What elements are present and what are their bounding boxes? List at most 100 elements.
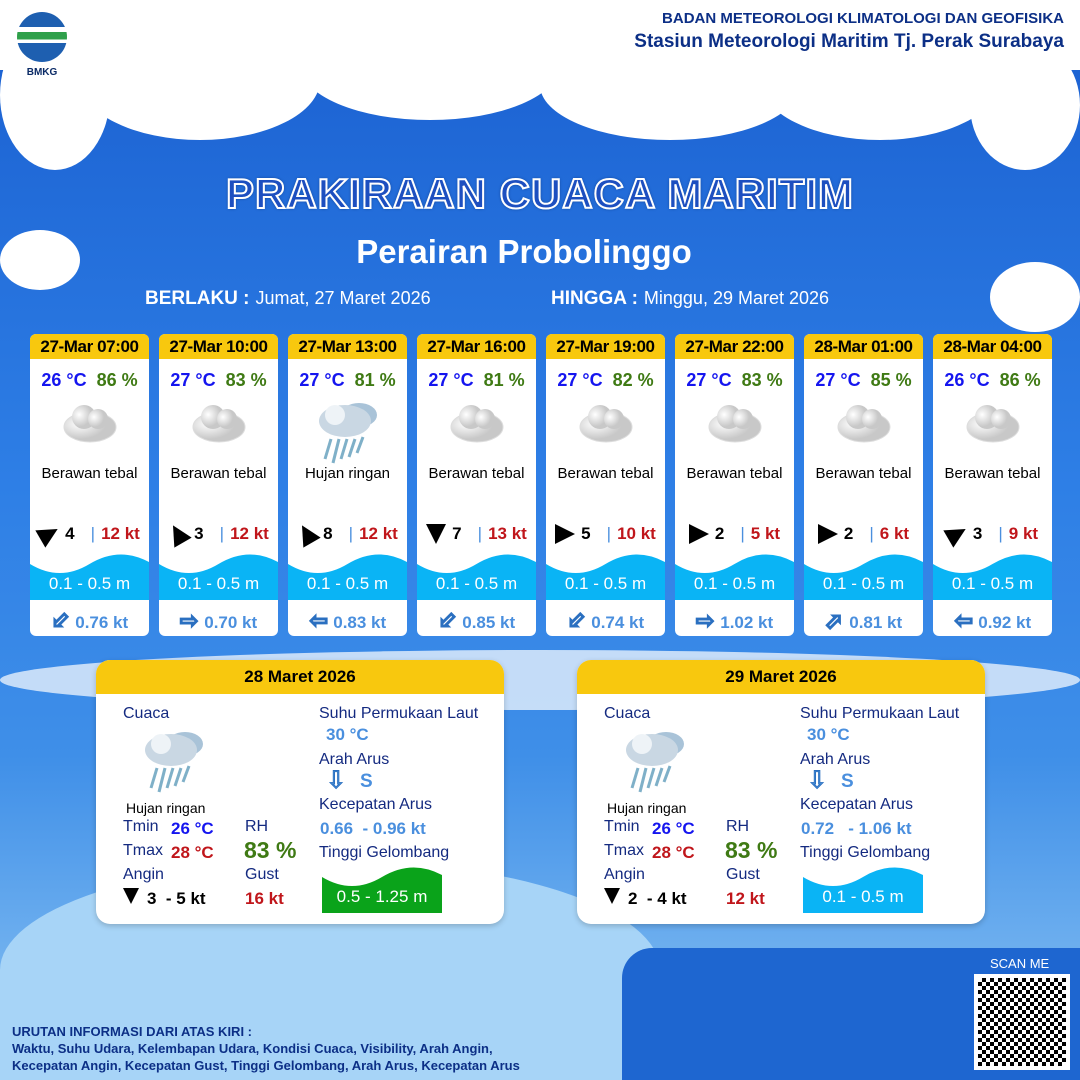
wind-direction-arrow-icon xyxy=(943,520,971,548)
cloud-icon xyxy=(675,397,794,457)
current-speed: 0.81 kt xyxy=(849,613,903,632)
weather-condition: Berawan tebal xyxy=(170,465,267,482)
wind-speed: 8 xyxy=(323,524,333,543)
gust-speed: 13 kt xyxy=(488,524,527,543)
current-direction-arrow-icon: ⇨ xyxy=(179,608,199,634)
forecast-card: 27-Mar 13:00 27 °C 81 % Hujan ringan 8 | 1… xyxy=(288,334,407,636)
current-direction-value: S xyxy=(360,771,373,792)
wave-height-panel: 0.1 - 0.5 m xyxy=(30,552,149,600)
forecast-time: 27-Mar 10:00 xyxy=(159,334,278,359)
rh-value: 83 % xyxy=(244,837,297,863)
valid-to-label: HINGGA : xyxy=(551,288,638,309)
scan-me-label: SCAN ME xyxy=(990,956,1050,971)
wave-height-label: Tinggi Gelombang xyxy=(319,844,450,861)
valid-to: HINGGA : Minggu, 29 Maret 2026 xyxy=(551,288,829,310)
current-direction-arrow-icon: ⇨ xyxy=(308,609,328,635)
forecast-card: 27-Mar 22:00 27 °C 83 % Berawan tebal 2 |… xyxy=(675,334,794,636)
wind-direction-arrow-icon xyxy=(164,520,192,548)
air-temperature: 27 °C xyxy=(815,370,861,390)
footer-legend: URUTAN INFORMASI DARI ATAS KIRI : Waktu,… xyxy=(12,1023,520,1074)
agency-name: BADAN METEOROLOGI KLIMATOLOGI DAN GEOFIS… xyxy=(662,10,1064,27)
tmax-label: Tmax xyxy=(123,842,163,859)
cloud-decoration xyxy=(540,30,800,140)
cloud-decoration xyxy=(990,262,1080,332)
wave-height: 0.1 - 0.5 m xyxy=(951,574,1034,593)
page-title: PRAKIRAAN CUACA MARITIM xyxy=(225,169,855,218)
wave-height-panel: 0.5 - 1.25 m xyxy=(322,865,442,913)
wind-speed: 5 xyxy=(581,524,591,543)
valid-from: BERLAKU : Jumat, 27 Maret 2026 xyxy=(145,288,431,310)
humidity: 81 % xyxy=(483,370,525,390)
cloud-icon xyxy=(546,397,665,457)
current-direction-arrow-icon: ⇨ xyxy=(953,609,973,635)
weather-label: Cuaca xyxy=(604,705,651,722)
gust-speed: 10 kt xyxy=(617,524,656,543)
current-direction-arrow-icon: ⇨ xyxy=(432,605,464,636)
valid-from-label: BERLAKU : xyxy=(145,288,250,309)
qr-code[interactable] xyxy=(974,974,1070,1070)
wave-height-panel: 0.1 - 0.5 m xyxy=(159,552,278,600)
current-speed: 0.83 kt xyxy=(333,613,387,632)
air-temperature: 26 °C xyxy=(944,370,990,390)
forecast-time: 27-Mar 13:00 xyxy=(288,334,407,359)
gust-speed: 9 kt xyxy=(1008,524,1039,543)
current-direction-arrow-icon: ⇨ xyxy=(818,605,850,636)
forecast-card: 27-Mar 16:00 27 °C 81 % Berawan tebal 7 |… xyxy=(417,334,536,636)
current-direction-value: S xyxy=(841,771,854,792)
cloud-decoration xyxy=(80,20,320,140)
rain-cloud-icon xyxy=(288,397,407,464)
current-speed: 0.76 kt xyxy=(75,613,129,632)
wind-direction-arrow-icon xyxy=(604,888,620,904)
wind-direction-arrow-icon xyxy=(426,524,447,544)
sst-label: Suhu Permukaan Laut xyxy=(800,705,960,722)
current-speed: 1.02 kt xyxy=(720,613,774,632)
logo-text: BMKG xyxy=(26,67,58,78)
wind-direction-arrow-icon xyxy=(35,520,63,548)
wind-speed: 3 xyxy=(194,524,204,543)
humidity: 82 % xyxy=(612,370,654,390)
wave-height-panel: 0.1 - 0.5 m xyxy=(546,552,665,600)
daily-summary-card: 28 Maret 2026 Cuaca Hujan ringan Tmin 26… xyxy=(96,660,504,924)
cloud-decoration xyxy=(970,40,1080,170)
footer-line: Kecepatan Angin, Kecepatan Gust, Tinggi … xyxy=(12,1058,520,1073)
wave-height-panel: 0.1 - 0.5 m xyxy=(803,865,923,913)
cloud-icon xyxy=(804,397,923,457)
bmkg-logo: BMKG xyxy=(14,12,70,80)
tmax-label: Tmax xyxy=(604,842,644,859)
forecast-time: 27-Mar 22:00 xyxy=(675,334,794,359)
weather-condition: Berawan tebal xyxy=(686,465,783,482)
weather-condition: Hujan ringan xyxy=(304,465,391,482)
tmin-value: 26 °C xyxy=(171,819,214,838)
tmax-value: 28 °C xyxy=(171,843,214,862)
current-speed-range: 0.72 - 1.06 kt xyxy=(801,819,912,838)
air-temperature: 27 °C xyxy=(428,370,474,390)
cloud-decoration xyxy=(0,230,80,290)
wind-direction-arrow-icon xyxy=(688,524,709,544)
cloud-icon xyxy=(30,397,149,457)
tmin-label: Tmin xyxy=(123,818,159,835)
tmin-label: Tmin xyxy=(604,818,640,835)
tmin-value: 26 °C xyxy=(652,819,695,838)
wave-height-label: Tinggi Gelombang xyxy=(800,844,931,861)
weather-condition: Hujan ringan xyxy=(126,800,206,816)
page-subtitle: Perairan Probolinggo xyxy=(356,233,692,270)
gust-speed: 12 kt xyxy=(101,524,140,543)
gust-speed: 12 kt xyxy=(359,524,398,543)
rh-label: RH xyxy=(245,818,269,835)
wind-direction-arrow-icon xyxy=(817,524,838,544)
air-temperature: 27 °C xyxy=(686,370,732,390)
forecast-time: 27-Mar 07:00 xyxy=(30,334,149,359)
valid-from-date: Jumat, 27 Maret 2026 xyxy=(255,288,431,308)
wave-height: 0.1 - 0.5 m xyxy=(564,574,647,593)
agency-header: BADAN METEOROLOGI KLIMATOLOGI DAN GEOFIS… xyxy=(634,10,1064,53)
wind-label: Angin xyxy=(604,866,645,883)
rain-cloud-icon xyxy=(141,726,207,803)
weather-condition: Berawan tebal xyxy=(944,465,1041,482)
footer-line: Waktu, Suhu Udara, Kelembapan Udara, Kon… xyxy=(12,1041,493,1056)
weather-condition: Berawan tebal xyxy=(557,465,654,482)
station-name: Stasiun Meteorologi Maritim Tj. Perak Su… xyxy=(634,31,1064,52)
wind-direction-arrow-icon xyxy=(555,524,576,544)
cloud-icon xyxy=(933,397,1052,457)
current-direction-arrow-icon: ⇩ xyxy=(325,767,347,795)
wind-speed-range: 3 - 5 kt xyxy=(147,889,206,908)
